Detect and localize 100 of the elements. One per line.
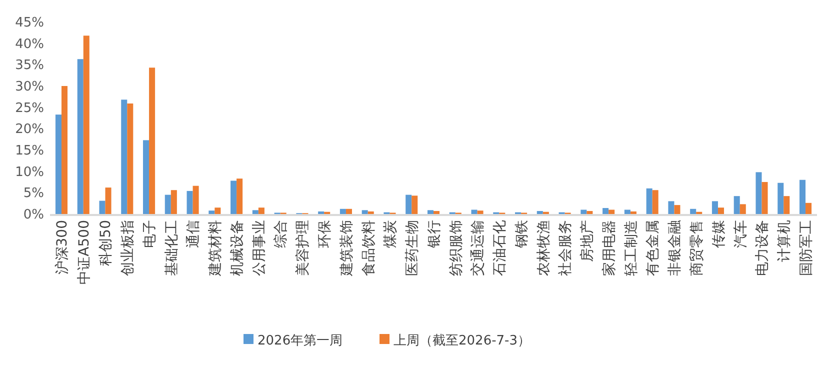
y-tick-label: 5% <box>23 186 44 202</box>
bar <box>170 190 177 214</box>
y-tick-label: 15% <box>15 144 44 159</box>
bar <box>318 211 324 214</box>
bar <box>624 210 630 214</box>
bar <box>740 204 746 214</box>
x-tick-label: 环保 <box>316 220 333 248</box>
bar <box>434 211 440 214</box>
bar <box>778 182 784 214</box>
x-tick-label: 美容护理 <box>295 220 312 276</box>
x-tick-label: 家用电器 <box>601 220 618 276</box>
bar <box>236 178 243 214</box>
bar <box>362 210 368 214</box>
x-tick-label: 有色金属 <box>645 220 662 276</box>
bar <box>127 103 134 214</box>
legend-label: 2026年第一周 <box>258 334 343 349</box>
bar <box>427 210 434 214</box>
x-tick-label: 房地产 <box>580 220 596 262</box>
bar <box>586 211 593 214</box>
bar <box>252 210 258 214</box>
x-tick-label: 综合 <box>273 220 290 248</box>
bar <box>630 211 636 214</box>
bar <box>149 68 156 214</box>
y-tick-label: 0% <box>23 208 44 223</box>
x-tick-label: 医药生物 <box>404 220 421 276</box>
y-tick-label: 25% <box>15 100 44 116</box>
bar <box>718 208 724 214</box>
bar <box>602 208 609 214</box>
bar <box>368 211 374 214</box>
x-tick-label: 汽车 <box>732 220 749 248</box>
x-tick-label: 农林牧渔 <box>536 220 552 276</box>
bar <box>646 188 652 214</box>
bar <box>61 86 68 214</box>
x-tick-label: 沪深300 <box>54 220 70 275</box>
x-tick-label: 轻工制造 <box>623 220 640 276</box>
y-tick-label: 30% <box>15 80 44 95</box>
bar <box>99 200 106 214</box>
bar <box>214 208 221 214</box>
bar <box>536 211 543 214</box>
x-tick-label: 钢铁 <box>514 220 530 249</box>
bar <box>806 202 812 214</box>
bar <box>756 172 762 214</box>
bar <box>674 205 680 214</box>
bar <box>406 194 412 214</box>
bar <box>121 100 128 214</box>
bar <box>230 180 237 214</box>
x-tick-label: 中证A500 <box>76 220 92 284</box>
bar <box>477 210 484 214</box>
bar <box>105 188 112 214</box>
x-tick-label: 石油石化 <box>492 220 508 276</box>
x-tick-label: 公用事业 <box>251 220 268 276</box>
x-tick-label: 计算机 <box>776 220 793 262</box>
bar <box>668 201 674 214</box>
bar <box>143 140 150 214</box>
x-tick-label: 建筑材料 <box>208 220 224 277</box>
legend-label: 上周（截至2026-7-3） <box>394 334 531 349</box>
bar <box>186 190 193 214</box>
y-tick-label: 45% <box>15 16 44 31</box>
x-tick-label: 电子 <box>142 220 158 248</box>
bar <box>734 196 740 214</box>
x-tick-label: 传媒 <box>710 220 727 248</box>
bar <box>762 182 768 214</box>
bar <box>799 180 806 214</box>
bar <box>77 59 84 214</box>
bar <box>208 210 215 214</box>
bar <box>55 114 62 214</box>
x-tick-label: 建筑装饰 <box>338 220 355 277</box>
x-tick-label: 非银金融 <box>667 220 684 276</box>
x-tick-label: 基础化工 <box>164 220 180 276</box>
bar <box>340 208 346 214</box>
x-tick-label: 创业板指 <box>120 220 136 276</box>
x-tick-label: 社会服务 <box>558 220 574 276</box>
bar <box>784 196 790 214</box>
bar <box>346 208 352 214</box>
x-tick-label: 纺织服饰 <box>448 220 464 276</box>
x-tick-label: 科创50 <box>98 220 114 266</box>
bar <box>164 194 171 214</box>
x-tick-label: 食品饮料 <box>360 220 377 276</box>
bar <box>608 210 615 214</box>
bar <box>652 190 658 214</box>
x-tick-label: 商贸零售 <box>688 220 705 276</box>
x-tick-label: 机械设备 <box>229 220 246 276</box>
bar <box>258 208 264 214</box>
x-tick-label: 国防军工 <box>798 220 814 276</box>
x-tick-label: 银行 <box>426 220 442 249</box>
bar <box>412 196 418 214</box>
x-tick-label: 通信 <box>186 220 202 248</box>
x-tick-label: 煤炭 <box>382 220 399 248</box>
x-tick-label: 电力设备 <box>754 220 771 276</box>
bar <box>580 210 587 214</box>
bar <box>712 201 718 214</box>
y-tick-label: 10% <box>15 164 44 180</box>
x-tick-label: 交通运输 <box>470 220 486 276</box>
bar <box>690 208 696 214</box>
bar <box>471 210 478 214</box>
bar <box>83 36 90 214</box>
y-tick-label: 20% <box>15 122 44 138</box>
y-tick-label: 40% <box>15 36 44 52</box>
bar <box>192 186 199 214</box>
y-tick-label: 35% <box>15 58 44 74</box>
